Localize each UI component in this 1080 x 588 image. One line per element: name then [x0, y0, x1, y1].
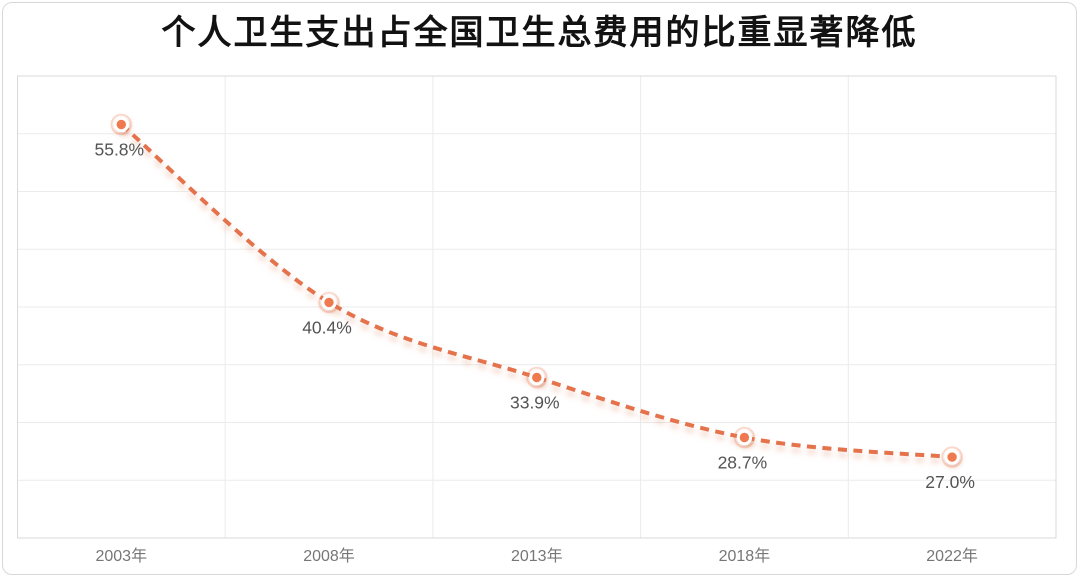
- data-point-glow: [526, 366, 548, 389]
- x-axis-tick-label: 2022年: [926, 547, 978, 565]
- data-point-marker: [944, 449, 960, 465]
- x-axis-tick-label: 2013年: [511, 547, 563, 565]
- data-point-label: 33.9%: [510, 393, 560, 413]
- x-axis-tick-label: 2003年: [95, 547, 147, 565]
- chart-title: 个人卫生支出占全国卫生总费用的比重显著降低: [161, 14, 918, 52]
- x-axis-tick-label: 2018年: [719, 547, 771, 565]
- data-point-glow: [318, 291, 340, 314]
- data-point-marker: [529, 369, 545, 386]
- data-point-glow: [110, 113, 133, 136]
- data-point-marker: [736, 429, 753, 446]
- data-point-label: 28.7%: [718, 453, 768, 473]
- data-point-marker: [321, 294, 337, 311]
- chart-card: 个人卫生支出占全国卫生总费用的比重显著降低: [2, 2, 1077, 575]
- trend-line: [119, 122, 953, 460]
- plot-border: [17, 75, 1057, 539]
- data-point-label: 40.4%: [302, 317, 352, 337]
- data-point-glow: [733, 426, 756, 449]
- data-point-label: 55.8%: [94, 140, 144, 160]
- data-point-marker: [113, 116, 130, 133]
- data-point-glow: [941, 446, 963, 468]
- x-axis-tick-label: 2008年: [303, 547, 355, 565]
- data-point-markers: [110, 113, 963, 468]
- data-point-label: 27.0%: [925, 472, 975, 492]
